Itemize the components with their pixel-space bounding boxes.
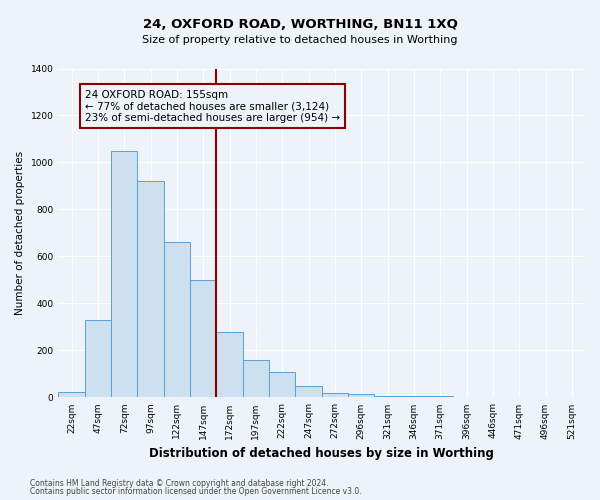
Bar (401, 396, 427, 398)
Bar (269, 372, 295, 398)
Y-axis label: Number of detached properties: Number of detached properties (15, 151, 25, 315)
Bar (190, 280, 217, 398)
Bar (374, 396, 401, 398)
Text: 24 OXFORD ROAD: 155sqm
← 77% of detached houses are smaller (3,124)
23% of semi-: 24 OXFORD ROAD: 155sqm ← 77% of detached… (85, 90, 340, 123)
X-axis label: Distribution of detached houses by size in Worthing: Distribution of detached houses by size … (149, 447, 494, 460)
Text: Contains HM Land Registry data © Crown copyright and database right 2024.: Contains HM Land Registry data © Crown c… (30, 478, 329, 488)
Bar (348, 394, 374, 398)
Bar (137, 182, 164, 398)
Bar (111, 150, 137, 398)
Bar (427, 396, 454, 398)
Bar (243, 360, 269, 398)
Text: 24, OXFORD ROAD, WORTHING, BN11 1XQ: 24, OXFORD ROAD, WORTHING, BN11 1XQ (143, 18, 457, 30)
Text: Size of property relative to detached houses in Worthing: Size of property relative to detached ho… (142, 35, 458, 45)
Bar (164, 242, 190, 398)
Text: Contains public sector information licensed under the Open Government Licence v3: Contains public sector information licen… (30, 487, 362, 496)
Bar (85, 320, 111, 398)
Bar (58, 392, 85, 398)
Bar (322, 392, 348, 398)
Bar (295, 386, 322, 398)
Bar (217, 332, 243, 398)
